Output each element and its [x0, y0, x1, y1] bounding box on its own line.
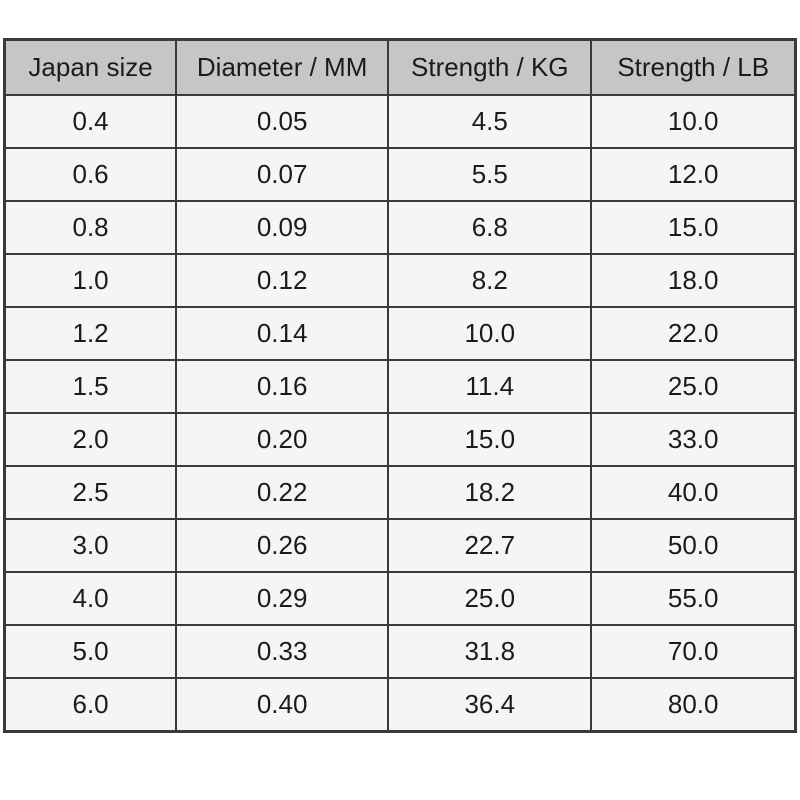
table-cell: 25.0 — [387, 571, 593, 626]
table-row: 5.0 0.33 31.8 70.0 — [3, 624, 797, 679]
table-cell: 4.5 — [387, 94, 593, 149]
table-cell: 2.0 — [3, 412, 178, 467]
column-header: Diameter / MM — [175, 38, 390, 96]
table-row: 4.0 0.29 25.0 55.0 — [3, 571, 797, 626]
table-cell: 3.0 — [3, 518, 178, 573]
table-cell: 5.0 — [3, 624, 178, 679]
table-row: 2.5 0.22 18.2 40.0 — [3, 465, 797, 520]
table-cell: 4.0 — [3, 571, 178, 626]
table-cell: 0.6 — [3, 147, 178, 202]
table-body: 0.4 0.05 4.5 10.0 0.6 0.07 5.5 12.0 0.8 0.09 6.8 15… — [3, 94, 797, 733]
table-cell: 1.5 — [3, 359, 178, 414]
table-cell: 0.12 — [175, 253, 390, 308]
table-cell: 36.4 — [387, 677, 593, 733]
table-cell: 22.7 — [387, 518, 593, 573]
table-cell: 0.05 — [175, 94, 390, 149]
table-cell: 6.0 — [3, 677, 178, 733]
table-cell: 6.8 — [387, 200, 593, 255]
table-row: 1.0 0.12 8.2 18.0 — [3, 253, 797, 308]
table-cell: 18.0 — [590, 253, 797, 308]
table-cell: 5.5 — [387, 147, 593, 202]
column-header: Strength / LB — [590, 38, 797, 96]
table-cell: 0.4 — [3, 94, 178, 149]
table-cell: 50.0 — [590, 518, 797, 573]
table-cell: 2.5 — [3, 465, 178, 520]
table-cell: 31.8 — [387, 624, 593, 679]
table-cell: 33.0 — [590, 412, 797, 467]
table-cell: 0.14 — [175, 306, 390, 361]
table-cell: 80.0 — [590, 677, 797, 733]
table-cell: 0.20 — [175, 412, 390, 467]
table-row: 0.6 0.07 5.5 12.0 — [3, 147, 797, 202]
table-cell: 0.16 — [175, 359, 390, 414]
table-cell: 10.0 — [387, 306, 593, 361]
table-cell: 12.0 — [590, 147, 797, 202]
size-chart-container: Japan size Diameter / MM Strength / KG Stre… — [3, 38, 797, 733]
header-row: Japan size Diameter / MM Strength / KG Stre… — [3, 38, 797, 96]
table-row: 0.8 0.09 6.8 15.0 — [3, 200, 797, 255]
size-chart-table: Japan size Diameter / MM Strength / KG Stre… — [3, 38, 797, 733]
table-row: 6.0 0.40 36.4 80.0 — [3, 677, 797, 733]
table-row: 3.0 0.26 22.7 50.0 — [3, 518, 797, 573]
table-cell: 0.8 — [3, 200, 178, 255]
table-row: 1.5 0.16 11.4 25.0 — [3, 359, 797, 414]
table-cell: 0.07 — [175, 147, 390, 202]
table-cell: 15.0 — [590, 200, 797, 255]
column-header: Japan size — [3, 38, 178, 96]
table-cell: 11.4 — [387, 359, 593, 414]
table-cell: 0.29 — [175, 571, 390, 626]
table-row: 2.0 0.20 15.0 33.0 — [3, 412, 797, 467]
table-cell: 70.0 — [590, 624, 797, 679]
table-cell: 0.26 — [175, 518, 390, 573]
table-cell: 15.0 — [387, 412, 593, 467]
table-cell: 40.0 — [590, 465, 797, 520]
table-cell: 0.09 — [175, 200, 390, 255]
table-cell: 22.0 — [590, 306, 797, 361]
table-cell: 8.2 — [387, 253, 593, 308]
table-cell: 0.22 — [175, 465, 390, 520]
table-cell: 55.0 — [590, 571, 797, 626]
table-cell: 1.2 — [3, 306, 178, 361]
table-cell: 18.2 — [387, 465, 593, 520]
column-header: Strength / KG — [387, 38, 593, 96]
table-cell: 0.33 — [175, 624, 390, 679]
table-row: 0.4 0.05 4.5 10.0 — [3, 94, 797, 149]
table-cell: 0.40 — [175, 677, 390, 733]
table-row: 1.2 0.14 10.0 22.0 — [3, 306, 797, 361]
table-cell: 25.0 — [590, 359, 797, 414]
table-cell: 1.0 — [3, 253, 178, 308]
table-cell: 10.0 — [590, 94, 797, 149]
